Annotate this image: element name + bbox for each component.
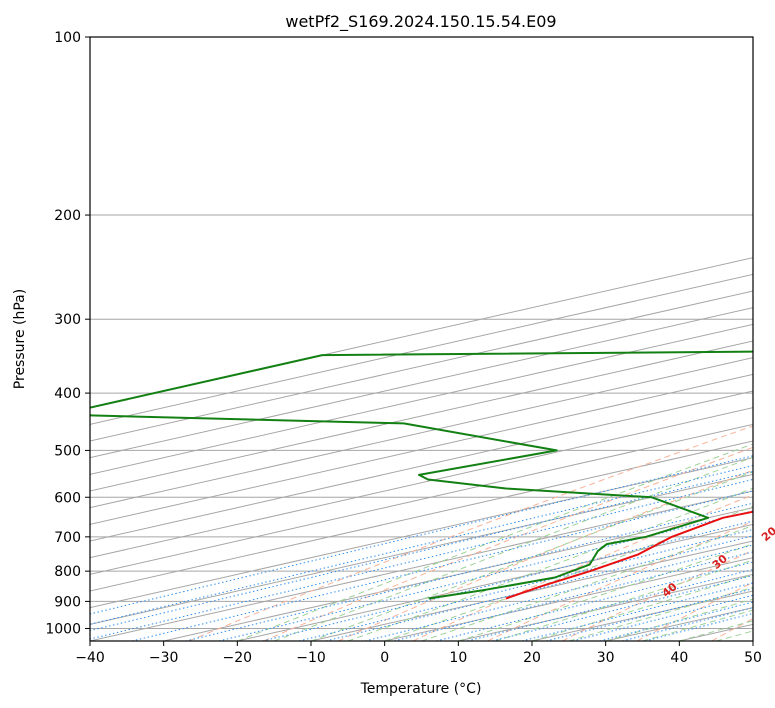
x-tick-label: 20 <box>523 650 541 666</box>
isotherm-line <box>384 557 753 641</box>
mixing-ratio-line <box>365 544 753 641</box>
y-tick-label: 900 <box>54 594 81 610</box>
dry-adiabat-line <box>412 494 753 641</box>
x-tick-label: −20 <box>223 650 253 666</box>
y-tick-label: 600 <box>54 490 81 506</box>
moist-adiabat-line <box>568 586 753 641</box>
isotherm-line <box>90 457 753 609</box>
y-tick-label: 200 <box>54 208 81 224</box>
isotherm-line <box>90 373 753 525</box>
moist-adiabat-line <box>679 620 753 641</box>
moist-adiabat-line <box>347 487 753 641</box>
moist-adiabat-line <box>642 609 753 641</box>
plot-frame <box>89 36 754 642</box>
mixing-ratio-line <box>90 465 753 625</box>
isotherm-line <box>90 423 753 575</box>
mixing-ratio-line <box>90 478 753 640</box>
x-tick-label: 30 <box>597 650 615 666</box>
moist-adiabat-label: 40 <box>660 580 680 600</box>
isotherm-line <box>90 340 753 492</box>
moist-adiabat-line <box>421 524 753 641</box>
isotherm-line <box>90 323 753 475</box>
isotherm-line <box>90 407 753 559</box>
isotherm-line <box>90 390 753 542</box>
moist-adiabat-line <box>605 598 753 641</box>
y-tick-label: 300 <box>54 312 81 328</box>
y-tick-label: 400 <box>54 386 81 402</box>
moist-adiabat-line <box>310 471 753 641</box>
isotherm-line <box>90 257 753 409</box>
x-tick-label: 0 <box>380 650 389 666</box>
axes: −40 −30 −20 −10 0 10 20 30 40 50 100 200 300 400 500 60… <box>45 30 762 666</box>
dry-adiabat-line <box>487 520 753 641</box>
isotherm-line <box>752 640 753 641</box>
isotherm-line <box>90 307 753 459</box>
dry-adiabat-line <box>562 549 753 641</box>
mixing-ratio-line <box>436 561 753 641</box>
moist-adiabat-label: 20 <box>759 524 775 544</box>
temperature-profile-line <box>505 510 753 600</box>
moist-adiabat-line <box>274 456 753 641</box>
isotherm-line <box>90 357 753 509</box>
background-lines <box>90 37 753 641</box>
mixing-ratio-line <box>299 528 753 641</box>
x-tick-label: −30 <box>149 650 179 666</box>
mixing-ratio-line <box>90 471 753 632</box>
chart-title: wetPf2_S169.2024.150.15.54.E09 <box>285 12 556 32</box>
y-tick-label: 1000 <box>45 621 81 637</box>
dry-adiabat-line <box>711 618 753 641</box>
y-tick-label: 700 <box>54 530 81 546</box>
y-tick-label: 500 <box>54 443 81 459</box>
x-tick-label: 10 <box>449 650 467 666</box>
isotherm-line <box>90 473 753 625</box>
y-axis-label: Pressure (hPa) <box>12 289 28 389</box>
dewpoint-profile-line <box>90 350 753 600</box>
x-axis-label: Temperature (°C) <box>360 681 482 697</box>
isotherm-line <box>163 507 753 641</box>
x-tick-label: 50 <box>744 650 762 666</box>
dry-adiabat-line <box>636 581 753 641</box>
moist-adiabat-line <box>495 559 753 641</box>
moist-adiabat-line <box>458 543 753 641</box>
isotherm-line <box>679 623 753 641</box>
isotherm-line <box>90 290 753 442</box>
mixing-ratio-line <box>131 490 753 641</box>
dry-adiabat-line <box>188 425 753 641</box>
mixing-ratio-line <box>394 551 753 641</box>
isotherm-line <box>531 590 753 641</box>
isotherm-line <box>90 490 753 641</box>
isotherm-line <box>90 440 753 592</box>
y-tick-label: 100 <box>54 30 81 46</box>
isotherm-line <box>90 273 753 425</box>
x-tick-label: −40 <box>75 650 105 666</box>
profile-series <box>90 350 753 600</box>
mixing-ratio-line <box>185 502 753 641</box>
isotherm-line <box>237 523 753 641</box>
y-tick-label: 800 <box>54 564 81 580</box>
mixing-ratio-line <box>572 594 753 641</box>
dry-adiabat-line <box>263 446 753 641</box>
x-tick-label: 40 <box>670 650 688 666</box>
x-tick-label: −10 <box>296 650 326 666</box>
mixing-ratio-line <box>467 568 753 641</box>
